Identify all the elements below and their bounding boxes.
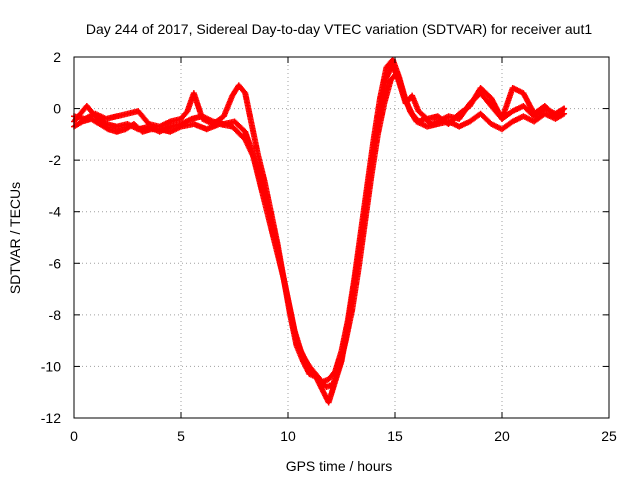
y-tick-label: 2 (53, 49, 61, 65)
x-tick-label: 25 (601, 428, 617, 444)
plot-frame (73, 56, 610, 419)
y-tick-label: -4 (49, 204, 62, 220)
y-axis-label: SDTVAR / TECUs (7, 182, 23, 294)
data-point-track-3 (561, 105, 568, 112)
x-tick-label: 0 (70, 428, 78, 444)
ticks: 0 5 10 15 20 25 -12 -10 -8 -6 -4 -2 0 2 (41, 49, 617, 444)
x-axis-label: GPS time / hours (286, 458, 393, 474)
y-tick-label: -6 (49, 255, 62, 271)
data-points (71, 56, 568, 406)
x-tick-label: 20 (494, 428, 510, 444)
y-tick-label: -2 (49, 152, 62, 168)
y-tick-label: -8 (49, 307, 62, 323)
y-tick-label: -10 (41, 358, 61, 374)
y-tick-label: -12 (41, 410, 61, 426)
data-point-track-3 (559, 106, 566, 113)
y-tick-label: 0 (53, 101, 61, 117)
x-tick-label: 10 (280, 428, 296, 444)
x-tick-label: 5 (177, 428, 185, 444)
chart-title: Day 244 of 2017, Sidereal Day-to-day VTE… (86, 21, 593, 37)
x-tick-label: 15 (387, 428, 403, 444)
